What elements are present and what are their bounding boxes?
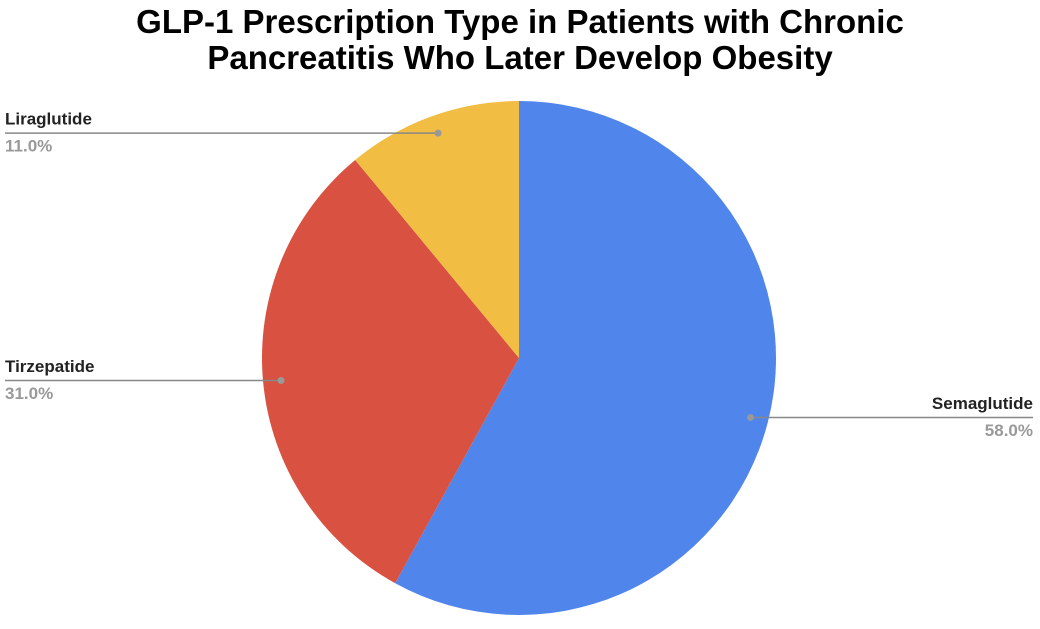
slice-value-label: 11.0% (5, 137, 52, 156)
slice-value-label: 58.0% (985, 421, 1033, 440)
pie-slice (395, 101, 776, 615)
leader-dot (434, 129, 442, 137)
slice-label: Liraglutide (5, 110, 92, 129)
slice-value-label: 31.0% (5, 384, 53, 403)
pie-slice (262, 159, 519, 584)
slice-label: Tirzepatide (5, 357, 94, 376)
leader-dot (277, 376, 285, 384)
slice-label: Semaglutide (932, 394, 1033, 413)
chart-title: GLP-1 Prescription Type in Patients with… (136, 3, 904, 76)
leader-dot (747, 413, 755, 421)
pie-slice (355, 101, 519, 358)
